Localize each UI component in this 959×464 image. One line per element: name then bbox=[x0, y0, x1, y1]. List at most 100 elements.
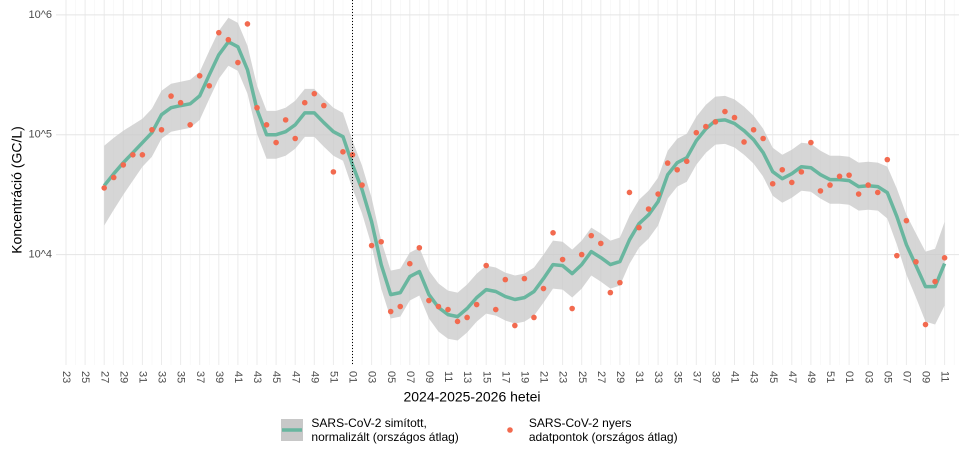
data-point bbox=[598, 240, 604, 247]
data-point bbox=[273, 139, 279, 146]
x-tick-label: 31 bbox=[136, 371, 148, 383]
x-tick-label: 05 bbox=[881, 371, 893, 383]
data-point bbox=[941, 255, 948, 261]
data-point bbox=[808, 139, 814, 146]
x-tick-label: 35 bbox=[175, 371, 187, 383]
data-point bbox=[483, 262, 490, 269]
data-point bbox=[827, 182, 833, 188]
data-point bbox=[588, 232, 595, 239]
x-tick-label: 09 bbox=[920, 371, 932, 383]
data-point bbox=[473, 301, 480, 308]
x-tick-label: 11 bbox=[442, 371, 454, 382]
legend-swatch bbox=[507, 427, 513, 433]
data-point bbox=[110, 174, 117, 181]
legend-label: SARS-CoV-2 simított, normalizált (ország… bbox=[311, 416, 459, 444]
x-axis-title: 2024-2025-2026 hetei bbox=[403, 389, 540, 405]
smoothed-line bbox=[102, 40, 947, 319]
data-point bbox=[894, 252, 900, 259]
x-tick-label: 21 bbox=[538, 371, 550, 383]
x-tick-label: 25 bbox=[79, 371, 91, 383]
data-point bbox=[196, 73, 203, 79]
data-point bbox=[235, 59, 241, 66]
data-point bbox=[712, 119, 719, 125]
data-point bbox=[779, 166, 786, 173]
x-tick-label: 39 bbox=[709, 371, 721, 383]
data-point bbox=[282, 117, 289, 123]
x-tick-label: 29 bbox=[614, 371, 626, 383]
legend-item: SARS-CoV-2 nyers adatpontok (országos át… bbox=[499, 416, 678, 444]
data-point bbox=[416, 244, 423, 251]
data-point bbox=[703, 123, 709, 130]
data-point bbox=[512, 322, 518, 329]
data-point bbox=[368, 242, 375, 249]
legend-item: SARS-CoV-2 simított, normalizált (ország… bbox=[281, 416, 459, 444]
data-point bbox=[617, 279, 623, 286]
x-tick-label: 13 bbox=[461, 371, 473, 383]
data-point bbox=[607, 289, 614, 296]
confidence-band bbox=[104, 17, 945, 341]
x-tick-label: 07 bbox=[404, 371, 416, 383]
data-point bbox=[521, 275, 528, 282]
x-tick-label: 23 bbox=[557, 371, 569, 383]
data-point bbox=[655, 191, 661, 197]
x-tick-label: 51 bbox=[824, 371, 836, 383]
data-point bbox=[187, 122, 193, 128]
data-point bbox=[464, 314, 470, 321]
x-tick-label: 39 bbox=[213, 371, 225, 383]
data-point bbox=[683, 158, 690, 165]
data-point bbox=[378, 238, 384, 245]
data-point bbox=[492, 306, 499, 313]
data-point bbox=[903, 217, 910, 224]
data-point bbox=[922, 321, 929, 328]
data-point bbox=[769, 180, 776, 187]
plot-area bbox=[101, 17, 948, 341]
chart: 23 25 27 29 31 33 35 37 39 41 43 45 47 49 51 01 03 05 07 09… bbox=[9, 0, 959, 405]
data-point bbox=[454, 318, 461, 325]
data-point bbox=[397, 303, 404, 310]
data-point bbox=[884, 156, 891, 163]
data-point bbox=[731, 114, 738, 121]
data-point bbox=[435, 303, 442, 310]
data-point bbox=[139, 152, 146, 158]
x-tick-label: 15 bbox=[480, 371, 492, 383]
data-point bbox=[244, 21, 251, 27]
x-tick-label: 47 bbox=[786, 371, 798, 383]
x-tick-label: 43 bbox=[251, 371, 263, 383]
x-tick-label: 03 bbox=[366, 371, 378, 383]
x-tick-label: 33 bbox=[156, 371, 168, 383]
data-point bbox=[674, 166, 680, 173]
x-tick-label: 17 bbox=[499, 371, 511, 383]
x-tick-label: 09 bbox=[423, 371, 435, 383]
data-point bbox=[168, 93, 174, 99]
x-tick-label: 37 bbox=[690, 371, 702, 383]
x-tick-label: 37 bbox=[194, 371, 206, 383]
data-point bbox=[865, 182, 871, 188]
x-tick-label: 41 bbox=[232, 371, 244, 383]
x-tick-label: 35 bbox=[671, 371, 683, 383]
legend: SARS-CoV-2 simított, normalizált (ország… bbox=[0, 416, 959, 444]
data-point bbox=[445, 306, 451, 313]
data-point bbox=[722, 108, 728, 115]
data-point bbox=[932, 278, 938, 285]
x-tick-label: 43 bbox=[748, 371, 760, 383]
data-point bbox=[225, 36, 232, 43]
x-tick-label: 49 bbox=[805, 371, 817, 383]
data-point bbox=[206, 82, 213, 89]
data-point bbox=[120, 162, 127, 168]
data-point bbox=[693, 129, 700, 136]
data-point bbox=[407, 260, 413, 267]
x-tick-label: 27 bbox=[595, 371, 607, 383]
x-tick-label: 03 bbox=[862, 371, 874, 383]
data-point bbox=[836, 173, 843, 180]
legend-label: SARS-CoV-2 nyers adatpontok (országos át… bbox=[528, 416, 678, 444]
x-tick-label: 45 bbox=[767, 371, 779, 383]
data-point bbox=[874, 189, 881, 196]
data-point bbox=[559, 256, 566, 263]
x-tick-label: 11 bbox=[939, 371, 951, 382]
x-tick-label: 19 bbox=[518, 371, 530, 383]
data-point bbox=[502, 276, 509, 283]
data-point bbox=[817, 188, 824, 194]
data-point bbox=[301, 99, 308, 106]
x-tick-label: 07 bbox=[900, 371, 912, 383]
data-point bbox=[359, 182, 365, 188]
